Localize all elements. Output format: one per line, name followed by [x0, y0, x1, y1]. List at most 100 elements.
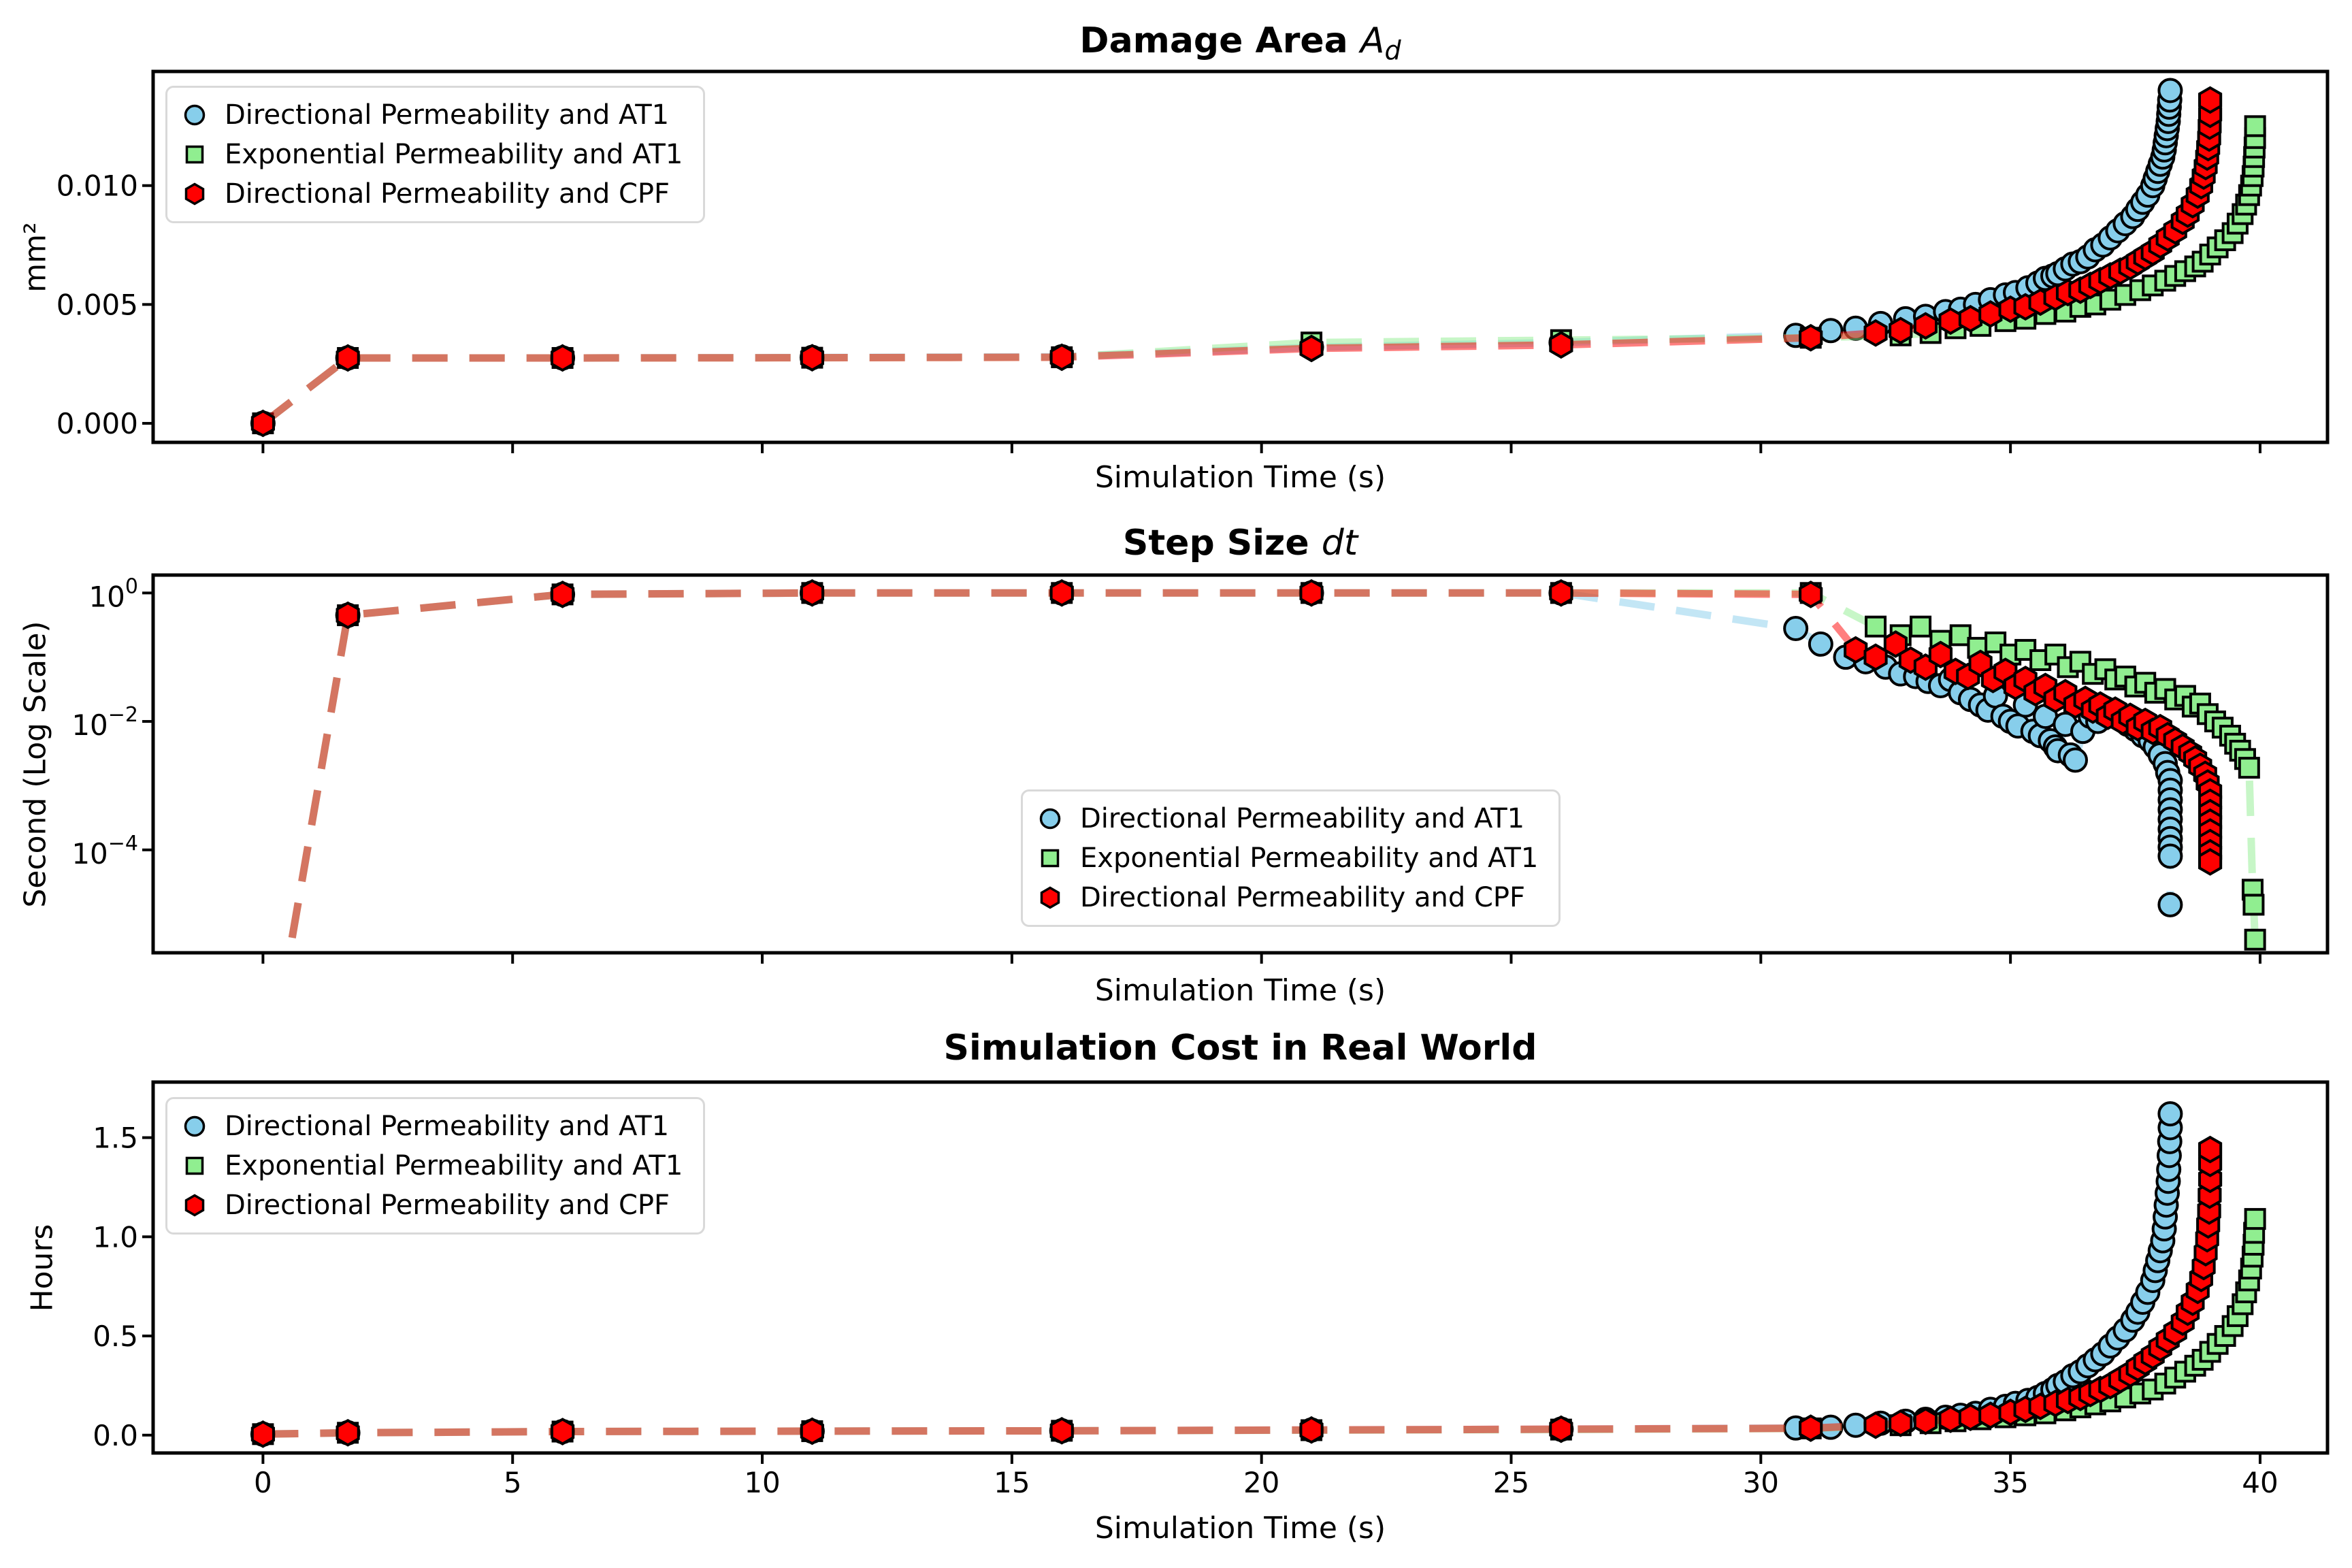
legend-1: Directional Permeability and AT1 Exponent… [165, 86, 706, 223]
axes-spines [151, 573, 2330, 955]
hexagon-marker [800, 344, 824, 372]
hexagon-marker [1799, 1414, 1823, 1442]
hexagon-marker [1549, 578, 1573, 607]
circle-marker [2157, 78, 2183, 103]
x-tick-label: 0 [254, 1466, 272, 1499]
chart-title-1: Damage Area Ad [153, 18, 2328, 67]
legend-item: Directional Permeability and CPF [180, 178, 683, 210]
hexagon-marker [1928, 640, 1953, 669]
hexagon-marker [1863, 643, 1888, 671]
legend-item-label: Directional Permeability and CPF [225, 178, 670, 210]
hexagon-marker [1913, 312, 1938, 340]
hexagon-marker [1299, 334, 1324, 363]
y-tick-label: 1.5 [93, 1122, 138, 1155]
hexagon-marker [336, 1418, 360, 1447]
hexagon-marker [800, 578, 824, 607]
hexagon-marker [1863, 1411, 1888, 1439]
legend-item: Directional Permeability and AT1 [1035, 802, 1538, 835]
x-tick-label: 40 [2242, 1466, 2278, 1499]
legend-item-label: Exponential Permeability and AT1 [1080, 843, 1539, 874]
hexagon-marker [1049, 1417, 1074, 1445]
hexagon-marker [1978, 300, 2003, 328]
y-axis-label-1: mm² [18, 221, 53, 293]
square-marker [2244, 928, 2266, 951]
legend-item: Exponential Permeability and AT1 [180, 1149, 683, 1182]
x-tick-label: 20 [1243, 1466, 1279, 1499]
hexagon-marker [1913, 1407, 1938, 1435]
x-tick-label: 25 [1493, 1466, 1529, 1499]
legend-item: Directional Permeability and CPF [180, 1189, 683, 1222]
hexagon-marker [800, 1417, 824, 1446]
hexagon-marker [1863, 318, 1888, 347]
hexagon-marker [550, 344, 575, 372]
hexagon-legend-icon [184, 1194, 205, 1217]
hexagon-marker [2198, 848, 2223, 876]
legend-item-label: Directional Permeability and AT1 [1080, 803, 1525, 834]
axes-spines [151, 1080, 2330, 1455]
square-marker [2238, 757, 2260, 779]
hexagon-marker [1958, 305, 1983, 333]
legend-item-label: Directional Permeability and CPF [225, 1190, 670, 1221]
legend-item-label: Directional Permeability and AT1 [225, 99, 670, 131]
hexagon-marker [1299, 578, 1324, 607]
y-tick-label: 0.0 [93, 1419, 138, 1452]
legend-3: Directional Permeability and AT1 Exponent… [165, 1097, 706, 1235]
panel-3: 0 5 10 15 20 25 30 35 40 0.0 0.5 1.0 1.5 [93, 1080, 2330, 1499]
title-text: d [1384, 35, 1401, 65]
square-marker [2244, 115, 2266, 137]
circle-marker [1818, 318, 1844, 344]
hexagon-marker [1549, 1415, 1573, 1443]
x-tick-label: 5 [504, 1466, 522, 1499]
y-tick-label: 0.000 [56, 407, 138, 440]
legend-item-label: Exponential Permeability and AT1 [225, 1150, 683, 1181]
axes-spines [151, 69, 2330, 444]
hexagon-marker [1049, 578, 1074, 607]
panel-1: 0.000 0.005 0.010 [56, 69, 2330, 453]
legend-item: Directional Permeability and AT1 [180, 99, 683, 131]
hexagon-marker [1958, 1403, 1983, 1431]
circle-marker [2157, 843, 2183, 869]
hexagon-marker [2198, 86, 2223, 114]
hexagon-legend-icon [1040, 886, 1060, 909]
x-tick-label: 35 [1992, 1466, 2028, 1499]
square-marker [2244, 1208, 2266, 1230]
legend-item-label: Exponential Permeability and AT1 [225, 139, 683, 170]
legend-item: Directional Permeability and AT1 [180, 1110, 683, 1143]
title-text: A [1360, 20, 1385, 61]
legend-item: Directional Permeability and CPF [1035, 881, 1538, 914]
title-text: Simulation Cost in Real World [943, 1028, 1537, 1068]
hexagon-marker [1883, 630, 1908, 658]
legend-item: Exponential Permeability and AT1 [180, 138, 683, 171]
hexagon-marker [250, 409, 275, 438]
y-tick-label: 0.010 [56, 169, 138, 203]
legend-item-label: Directional Permeability and AT1 [225, 1111, 670, 1142]
hexagon-marker [1799, 323, 1823, 352]
hexagon-marker [1889, 1409, 1913, 1437]
title-text: Step Size [1122, 523, 1322, 564]
circle-marker [1808, 631, 1833, 657]
hexagon-marker [250, 1420, 275, 1448]
legend-2: Directional Permeability and AT1 Exponent… [1021, 789, 1561, 927]
circle-marker [2157, 1101, 2183, 1127]
x-tick-label: 30 [1743, 1466, 1779, 1499]
y-axis-label-2: Second (Log Scale) [18, 620, 53, 908]
hexagon-marker [1299, 1416, 1324, 1444]
hexagon-marker [550, 581, 575, 608]
y-tick-label: 1.0 [93, 1220, 138, 1254]
x-axis-label-2: Simulation Time (s) [1094, 973, 1386, 1008]
x-axis-label-3: Simulation Time (s) [1094, 1511, 1386, 1546]
hexagon-marker [1049, 343, 1074, 372]
y-tick-label: 100 [88, 574, 138, 613]
square-legend-icon [1041, 849, 1060, 868]
y-tick-label: 0.5 [93, 1320, 138, 1353]
hexagon-legend-icon [184, 182, 205, 206]
series-line [263, 1218, 2259, 1438]
y-tick-label: 10−4 [71, 832, 138, 870]
x-tick-label: 10 [744, 1466, 780, 1499]
circle-legend-icon [1039, 808, 1061, 830]
circle-marker [2063, 747, 2089, 773]
y-axis-label-3: Hours [24, 1224, 60, 1311]
hexagon-marker [336, 601, 360, 630]
